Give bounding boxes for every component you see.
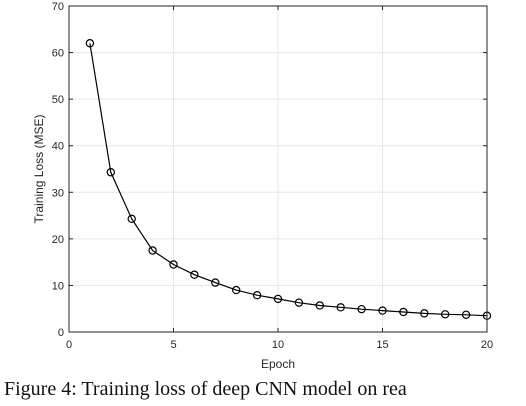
line-chart: 0 5 10 15 20 0 10 20 30 40 50 60 70 Epoch Training L… [32, 1, 493, 371]
data-point [252, 291, 262, 300]
y-tick-label: 10 [52, 280, 64, 292]
data-point [190, 270, 199, 279]
markers [85, 39, 492, 320]
data-point [231, 285, 241, 295]
data-point [420, 309, 429, 318]
y-tick-label: 70 [52, 1, 64, 13]
data-point [273, 294, 283, 304]
data-point [461, 310, 471, 319]
tick-labels: 0 5 10 15 20 0 10 20 30 40 50 60 70 [52, 1, 493, 351]
data-point [357, 304, 366, 314]
plot-area-frame [68, 5, 488, 333]
y-tick-label: 50 [52, 94, 64, 106]
x-tick-label: 10 [272, 339, 284, 351]
data-point [441, 310, 450, 319]
y-tick-label: 20 [52, 234, 64, 246]
data-point [106, 168, 116, 177]
figure-caption: Figure 4: Training loss of deep CNN mode… [4, 378, 407, 400]
data-point [148, 246, 157, 255]
x-tick-label: 15 [376, 339, 388, 351]
data-point [336, 303, 345, 312]
grid [69, 6, 487, 332]
y-axis-label: Training Loss (MSE) [32, 115, 46, 224]
y-tick-label: 0 [58, 327, 64, 339]
y-tick-label: 40 [52, 141, 64, 153]
x-tick-label: 20 [481, 339, 493, 351]
data-point [85, 39, 95, 48]
y-tick-label: 30 [52, 187, 64, 199]
data-point [315, 301, 324, 310]
data-point [211, 278, 220, 287]
data-point [378, 306, 387, 315]
y-tick-label: 60 [52, 48, 64, 60]
x-tick-label: 5 [170, 339, 176, 351]
data-point [127, 214, 136, 224]
data-point [169, 260, 178, 269]
x-tick-label: 0 [66, 339, 72, 351]
x-axis-label: Epoch [261, 357, 295, 371]
data-point [294, 298, 304, 307]
data-point [399, 307, 408, 317]
